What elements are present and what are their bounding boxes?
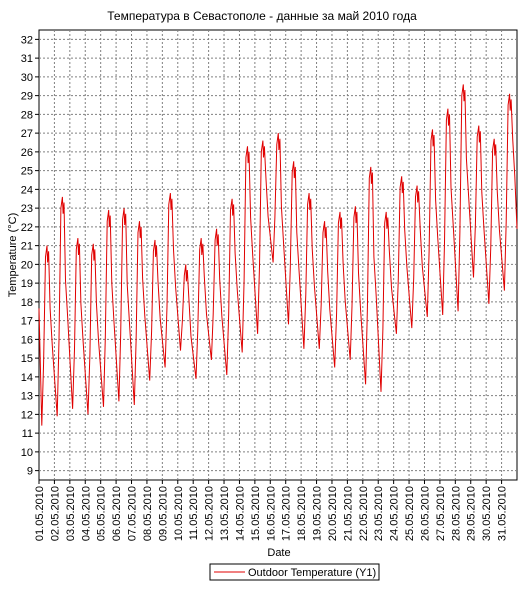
legend: Outdoor Temperature (Y1) <box>209 563 380 581</box>
x-tick-label: 31.05.2010 <box>497 486 509 541</box>
x-tick-label: 27.05.2010 <box>435 486 447 541</box>
y-tick-label: 19 <box>21 278 33 290</box>
y-axis-ticks: 9 10 11 12 13 14 15 16 17 18 19 20 21 22 23 24 25 26 27 28 2… <box>21 34 39 478</box>
y-tick-label: 31 <box>21 53 33 65</box>
series-line-outdoor-temperature <box>38 84 518 426</box>
y-tick-label: 28 <box>21 109 33 121</box>
y-tick-label: 20 <box>21 259 33 271</box>
x-tick-label: 05.05.2010 <box>96 486 108 541</box>
y-tick-label: 23 <box>21 203 33 215</box>
x-tick-label: 28.05.2010 <box>450 486 462 541</box>
y-tick-label: 24 <box>21 184 33 196</box>
x-tick-label: 19.05.2010 <box>312 486 324 541</box>
y-tick-label: 12 <box>21 409 33 421</box>
x-axis-ticks: 01.05.2010 02.05.2010 03.05.2010 04.05.2010… <box>34 480 509 541</box>
y-tick-label: 11 <box>22 428 33 440</box>
x-tick-label: 10.05.2010 <box>173 486 185 541</box>
x-axis-label: Date <box>267 547 290 559</box>
y-tick-label: 17 <box>21 316 33 328</box>
y-axis-label: Temperature (°C) <box>7 213 19 297</box>
y-tick-label: 15 <box>21 353 33 365</box>
x-tick-label: 01.05.2010 <box>34 486 46 541</box>
x-tick-label: 30.05.2010 <box>481 486 493 541</box>
x-tick-label: 16.05.2010 <box>265 486 277 541</box>
y-tick-label: 10 <box>21 447 33 459</box>
chart-title: Температура в Севастополе - данные за ма… <box>107 9 417 23</box>
x-tick-label: 07.05.2010 <box>127 486 139 541</box>
y-tick-label: 21 <box>21 241 33 253</box>
legend-entry: Outdoor Temperature (Y1) <box>248 567 376 579</box>
x-tick-label: 12.05.2010 <box>204 486 216 541</box>
x-tick-label: 23.05.2010 <box>373 486 385 541</box>
x-tick-label: 26.05.2010 <box>419 486 431 541</box>
x-tick-label: 22.05.2010 <box>358 486 370 541</box>
y-tick-label: 27 <box>21 128 33 140</box>
y-tick-label: 29 <box>21 91 33 103</box>
x-tick-label: 03.05.2010 <box>65 486 77 541</box>
y-tick-label: 13 <box>21 391 33 403</box>
x-tick-label: 09.05.2010 <box>157 486 169 541</box>
y-tick-label: 30 <box>21 72 33 84</box>
x-tick-label: 11.05.2010 <box>188 486 200 540</box>
y-tick-label: 25 <box>21 166 33 178</box>
x-tick-label: 29.05.2010 <box>466 486 478 541</box>
x-tick-label: 06.05.2010 <box>111 486 123 541</box>
x-tick-label: 15.05.2010 <box>250 486 262 541</box>
x-tick-label: 18.05.2010 <box>296 486 308 541</box>
x-tick-label: 02.05.2010 <box>49 486 61 541</box>
y-tick-label: 32 <box>21 34 33 46</box>
x-tick-label: 25.05.2010 <box>404 486 416 541</box>
y-tick-label: 22 <box>21 222 33 234</box>
x-tick-label: 24.05.2010 <box>389 486 401 541</box>
x-tick-label: 21.05.2010 <box>342 486 354 541</box>
legend-box <box>209 563 380 581</box>
y-tick-label: 16 <box>21 334 33 346</box>
x-tick-label: 14.05.2010 <box>234 486 246 541</box>
x-tick-label: 20.05.2010 <box>327 486 339 541</box>
x-tick-label: 08.05.2010 <box>142 486 154 541</box>
x-tick-label: 17.05.2010 <box>281 486 293 541</box>
plot-area <box>38 29 518 481</box>
y-tick-label: 9 <box>27 466 33 478</box>
y-tick-label: 14 <box>21 372 33 384</box>
y-tick-label: 26 <box>21 147 33 159</box>
y-tick-label: 18 <box>21 297 33 309</box>
x-tick-label: 04.05.2010 <box>80 486 92 541</box>
x-tick-label: 13.05.2010 <box>219 486 231 541</box>
